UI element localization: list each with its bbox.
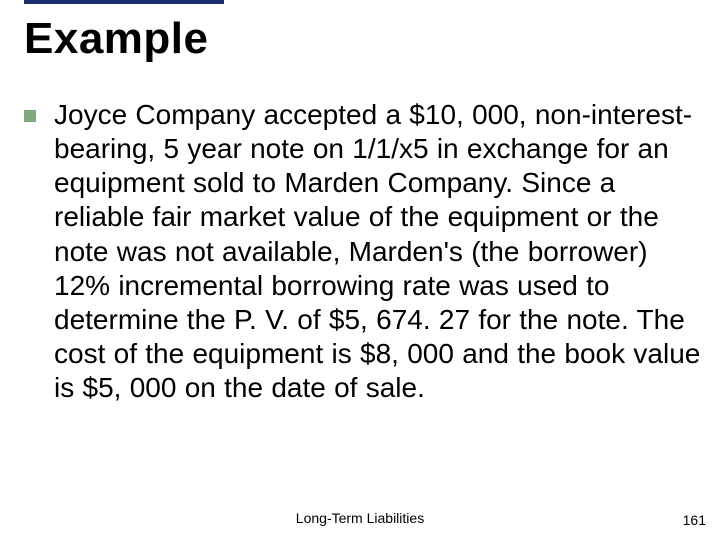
bullet-square-icon [24, 110, 36, 122]
accent-bar [24, 0, 224, 4]
body-area: Joyce Company accepted a $10, 000, non-i… [24, 98, 702, 405]
slide-title: Example [24, 14, 208, 64]
footer-text: Long-Term Liabilities [0, 510, 720, 526]
page-number: 161 [683, 512, 706, 528]
body-text: Joyce Company accepted a $10, 000, non-i… [54, 98, 702, 405]
